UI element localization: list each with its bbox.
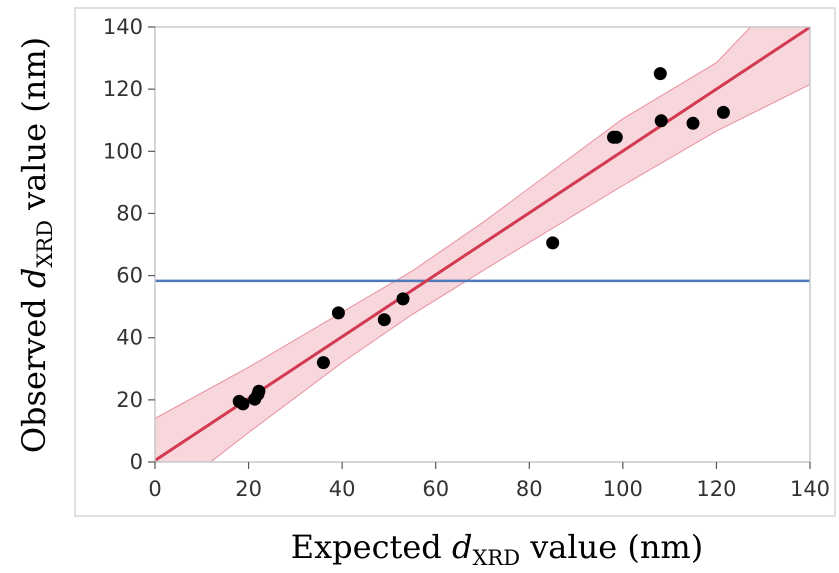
y-axis-title-subscript: XRD <box>33 220 57 268</box>
x-axis-title-prefix: Expected <box>291 528 452 566</box>
y-axis-title-suffix: value (nm) <box>15 37 53 220</box>
data-point-9 <box>396 292 410 306</box>
x-tick-label-140: 140 <box>790 477 830 501</box>
data-point-2 <box>236 397 250 411</box>
data-point-16 <box>716 105 730 119</box>
y-axis-title-prefix: Observed <box>15 288 53 453</box>
plot-layer <box>155 27 810 462</box>
y-tick-label-20: 20 <box>116 388 143 412</box>
y-tick-label-80: 80 <box>116 201 143 225</box>
x-axis-title-suffix: value (nm) <box>520 528 703 566</box>
data-point-13 <box>653 67 667 81</box>
y-axis-title-variable: d <box>15 268 53 288</box>
x-tick-label-100: 100 <box>603 477 643 501</box>
y-tick-label-60: 60 <box>116 264 143 288</box>
y-tick-label-100: 100 <box>103 139 143 163</box>
y-tick-label-120: 120 <box>103 77 143 101</box>
x-tick-label-20: 20 <box>235 477 262 501</box>
x-tick-label-60: 60 <box>422 477 449 501</box>
data-point-6 <box>316 356 330 370</box>
y-axis-title: Observed dXRD value (nm) <box>15 37 57 453</box>
data-point-10 <box>546 236 560 250</box>
data-point-12 <box>609 130 623 144</box>
axes-layer: 0 20 40 60 80 100 120 140 0 20 40 60 80 100 120 140 <box>103 15 830 501</box>
data-point-7 <box>331 306 345 320</box>
data-point-5 <box>252 384 266 398</box>
x-tick-label-80: 80 <box>516 477 543 501</box>
x-tick-label-0: 0 <box>148 477 161 501</box>
plot-area-frame <box>154 26 811 463</box>
x-axis-title: Expected dXRD value (nm) <box>291 528 704 569</box>
data-point-8 <box>377 313 391 327</box>
x-axis-title-subscript: XRD <box>472 546 520 569</box>
data-point-14 <box>654 114 668 128</box>
x-axis-title-variable: d <box>452 528 472 566</box>
y-tick-label-0: 0 <box>130 450 143 474</box>
x-tick-label-40: 40 <box>329 477 356 501</box>
y-tick-label-140: 140 <box>103 15 143 39</box>
y-tick-label-40: 40 <box>116 326 143 350</box>
data-point-15 <box>686 116 700 130</box>
x-tick-label-120: 120 <box>696 477 736 501</box>
